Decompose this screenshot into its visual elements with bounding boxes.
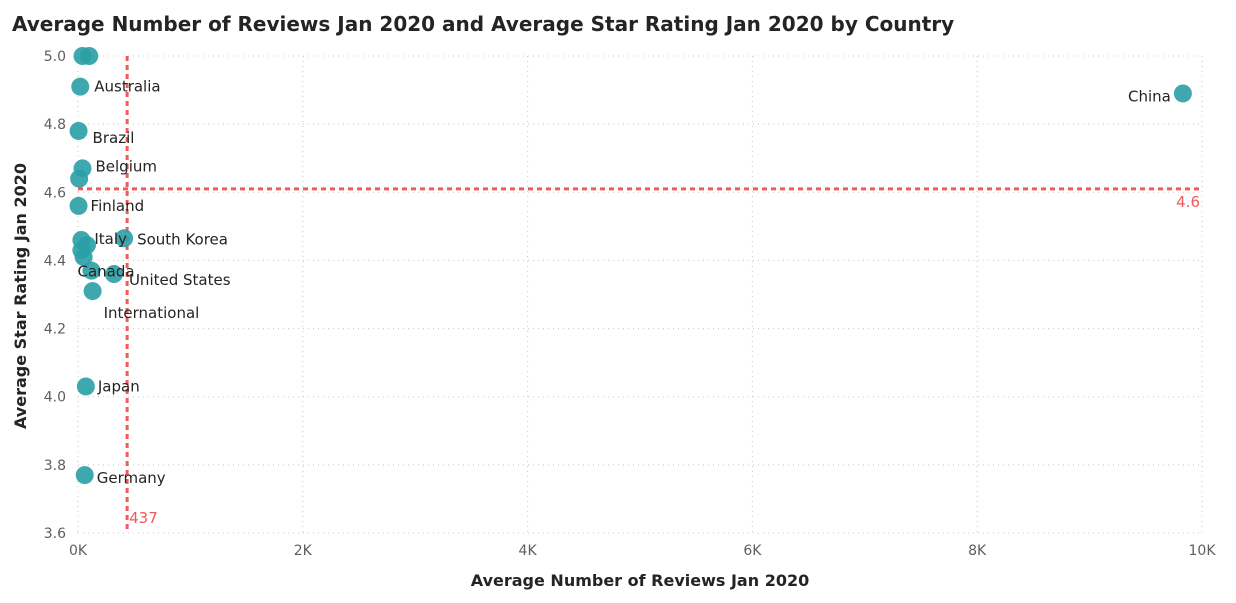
- y-tick-label: 4.4: [44, 253, 66, 269]
- reference-lines: 4.6 437: [78, 56, 1202, 533]
- y-axis-title: Average Star Rating Jan 2020: [11, 163, 30, 429]
- data-point-unlabeled[interactable]: [80, 47, 99, 65]
- data-point-international[interactable]: [83, 282, 102, 301]
- point-label-canada: Canada: [77, 263, 134, 281]
- data-point-germany[interactable]: [75, 466, 94, 485]
- data-point-canada[interactable]: [82, 261, 101, 280]
- x-axis-ticks: 0K 2K 4K 6K 8K 10K: [69, 543, 1216, 559]
- point-labels: Australia Brazil Belgium Finland Italy South …: [77, 78, 1170, 487]
- x-tick-label: 0K: [69, 543, 88, 559]
- data-point-united-states[interactable]: [104, 265, 123, 284]
- average-rating-reference-label: 4.6: [1176, 193, 1200, 211]
- gridlines: [77, 55, 1203, 534]
- point-label-italy: Italy: [94, 230, 127, 248]
- x-axis-title: Average Number of Reviews Jan 2020: [471, 571, 809, 590]
- x-tick-label: 6K: [743, 543, 762, 559]
- y-tick-label: 4.0: [44, 390, 66, 406]
- point-label-australia: Australia: [94, 78, 160, 96]
- point-label-brazil: Brazil: [93, 129, 135, 147]
- x-tick-label: 4K: [519, 543, 538, 559]
- y-tick-label: 4.2: [44, 322, 66, 338]
- y-tick-label: 4.6: [44, 185, 66, 201]
- x-tick-label: 2K: [294, 543, 313, 559]
- point-label-united-states: United States: [129, 271, 231, 289]
- point-label-china: China: [1128, 87, 1171, 105]
- y-tick-label: 3.8: [44, 458, 66, 474]
- point-label-germany: Germany: [97, 469, 166, 487]
- chart-title: Average Number of Reviews Jan 2020 and A…: [12, 12, 955, 36]
- x-tick-label: 8K: [968, 543, 987, 559]
- point-label-international: International: [104, 304, 200, 322]
- data-point-australia[interactable]: [71, 77, 90, 96]
- point-label-finland: Finland: [91, 197, 145, 215]
- data-point-finland[interactable]: [69, 196, 88, 215]
- data-point-south-korea[interactable]: [115, 229, 134, 248]
- x-tick-label: 10K: [1189, 543, 1217, 559]
- data-point-japan[interactable]: [76, 377, 95, 396]
- y-axis-ticks: 3.6 3.8 4.0 4.2 4.4 4.6 4.8 5.0: [44, 49, 66, 542]
- point-label-south-korea: South Korea: [137, 230, 228, 248]
- y-tick-label: 5.0: [44, 49, 66, 65]
- data-point-unlabeled[interactable]: [70, 169, 89, 188]
- data-point-unlabeled[interactable]: [74, 248, 93, 267]
- data-point-brazil[interactable]: [69, 121, 88, 140]
- point-label-japan: Japan: [97, 377, 140, 395]
- point-label-belgium: Belgium: [95, 157, 157, 175]
- average-reviews-reference-label: 437: [129, 509, 158, 527]
- y-tick-label: 4.8: [44, 117, 66, 133]
- data-points: [69, 47, 1192, 485]
- data-point-china[interactable]: [1173, 84, 1192, 103]
- y-tick-label: 3.6: [44, 526, 66, 542]
